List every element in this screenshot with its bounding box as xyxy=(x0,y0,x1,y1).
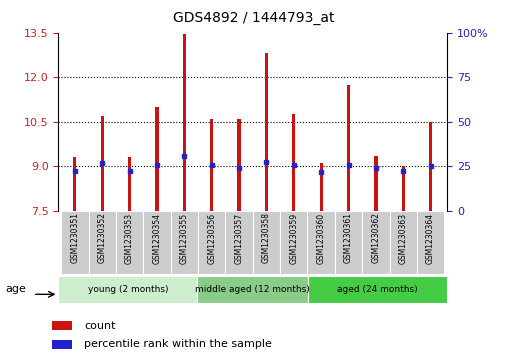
Text: count: count xyxy=(84,321,116,331)
Bar xyxy=(237,119,241,211)
Text: GSM1230356: GSM1230356 xyxy=(207,212,216,264)
Text: GSM1230361: GSM1230361 xyxy=(344,212,353,264)
Bar xyxy=(347,85,350,211)
Bar xyxy=(52,340,72,348)
Text: GSM1230351: GSM1230351 xyxy=(70,212,79,264)
Bar xyxy=(198,211,226,274)
Bar xyxy=(308,276,447,303)
Text: percentile rank within the sample: percentile rank within the sample xyxy=(84,339,272,350)
Bar xyxy=(143,211,171,274)
Text: GSM1230360: GSM1230360 xyxy=(316,212,326,264)
Bar xyxy=(61,211,88,274)
Text: GSM1230354: GSM1230354 xyxy=(152,212,162,264)
Bar xyxy=(226,211,253,274)
Bar xyxy=(73,157,77,211)
Bar xyxy=(88,211,116,274)
Bar xyxy=(155,107,158,211)
Bar xyxy=(128,157,131,211)
Bar xyxy=(374,156,377,211)
Text: young (2 months): young (2 months) xyxy=(87,285,168,294)
Bar xyxy=(429,122,432,211)
Bar xyxy=(210,119,213,211)
Bar xyxy=(58,276,197,303)
Bar xyxy=(362,211,390,274)
Bar xyxy=(116,211,143,274)
Bar xyxy=(171,211,198,274)
Bar xyxy=(253,211,280,274)
Text: GSM1230364: GSM1230364 xyxy=(426,212,435,264)
Bar xyxy=(52,321,72,330)
Text: GSM1230362: GSM1230362 xyxy=(371,212,380,264)
Text: aged (24 months): aged (24 months) xyxy=(337,285,418,294)
Text: GSM1230357: GSM1230357 xyxy=(235,212,243,264)
Bar xyxy=(417,211,444,274)
Bar xyxy=(292,114,296,211)
Text: GDS4892 / 1444793_at: GDS4892 / 1444793_at xyxy=(173,11,335,25)
Text: GSM1230352: GSM1230352 xyxy=(98,212,107,264)
Bar xyxy=(265,53,268,211)
Text: GSM1230358: GSM1230358 xyxy=(262,212,271,264)
Text: age: age xyxy=(5,285,26,294)
Bar xyxy=(280,211,307,274)
Text: GSM1230353: GSM1230353 xyxy=(125,212,134,264)
Bar xyxy=(335,211,362,274)
Text: GSM1230355: GSM1230355 xyxy=(180,212,189,264)
Bar xyxy=(183,34,186,211)
Text: middle aged (12 months): middle aged (12 months) xyxy=(196,285,310,294)
Bar xyxy=(101,116,104,211)
Bar xyxy=(390,211,417,274)
Bar xyxy=(307,211,335,274)
Text: GSM1230363: GSM1230363 xyxy=(399,212,408,264)
Text: GSM1230359: GSM1230359 xyxy=(289,212,298,264)
Bar xyxy=(197,276,308,303)
Bar xyxy=(320,163,323,211)
Bar xyxy=(402,166,405,211)
